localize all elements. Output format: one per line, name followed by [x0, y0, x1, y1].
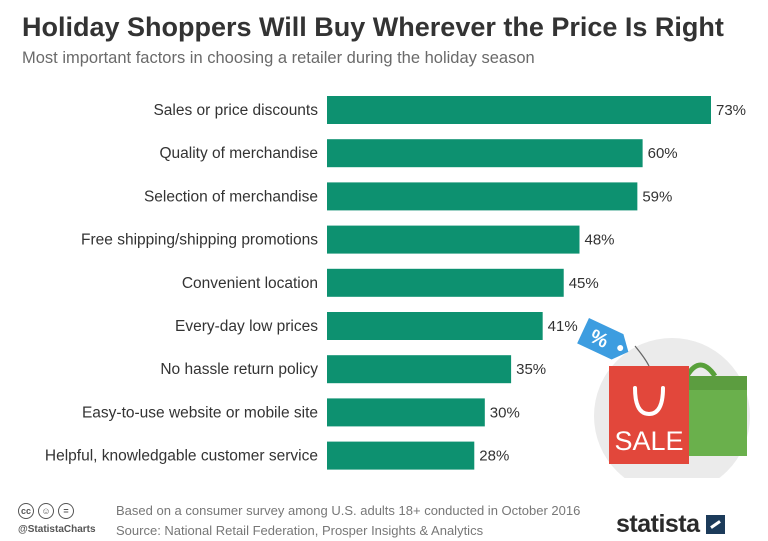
red-bag-icon: SALE — [609, 366, 689, 464]
category-label: Every-day low prices — [175, 318, 318, 335]
statista-logo[interactable]: statista — [616, 510, 725, 539]
statista-wordmark: statista — [616, 510, 700, 538]
category-label: Convenient location — [182, 275, 318, 292]
attribution-icon[interactable]: ☺ — [38, 503, 54, 519]
green-bag-icon — [679, 362, 747, 456]
value-label: 45% — [569, 275, 599, 292]
category-label: Selection of merchandise — [144, 188, 318, 205]
bar — [327, 268, 564, 297]
chart-subtitle: Most important factors in choosing a ret… — [22, 49, 535, 67]
category-label: Sales or price discounts — [153, 102, 318, 119]
sale-shopping-bags-illustration: SALE % — [577, 318, 750, 478]
creative-commons-icon[interactable]: cc — [18, 503, 34, 519]
bar — [327, 312, 543, 340]
bar — [327, 96, 711, 124]
license-icons: cc ☺ = — [18, 503, 74, 519]
sale-text: SALE — [614, 426, 683, 456]
value-label: 59% — [642, 188, 672, 205]
twitter-handle[interactable]: @StatistaCharts — [18, 524, 96, 535]
bar — [327, 441, 475, 470]
bar — [327, 398, 485, 427]
value-label: 48% — [584, 232, 614, 249]
bar — [327, 355, 512, 384]
bar — [327, 139, 643, 168]
category-label: No hassle return policy — [160, 361, 318, 378]
source-note: Source: National Retail Federation, Pros… — [116, 523, 484, 538]
value-label: 60% — [648, 145, 678, 162]
category-label: Helpful, knowledgable customer service — [45, 448, 318, 465]
price-tag-icon: % — [577, 318, 629, 360]
bar — [327, 225, 580, 254]
statista-logo-icon — [705, 515, 725, 534]
category-label: Easy-to-use website or mobile site — [82, 404, 318, 421]
bar — [327, 182, 638, 211]
value-label: 30% — [490, 404, 520, 421]
survey-note: Based on a consumer survey among U.S. ad… — [116, 503, 581, 518]
value-label: 41% — [548, 318, 578, 335]
category-label: Free shipping/shipping promotions — [81, 232, 318, 249]
value-label: 28% — [479, 448, 509, 465]
no-derivatives-icon[interactable]: = — [58, 503, 74, 519]
value-label: 73% — [716, 102, 746, 119]
bar-chart: Sales or price discounts 73% Quality of me… — [45, 96, 746, 470]
value-label: 35% — [516, 361, 546, 378]
category-label: Quality of merchandise — [159, 145, 318, 162]
chart-title: Holiday Shoppers Will Buy Wherever the P… — [22, 12, 724, 42]
